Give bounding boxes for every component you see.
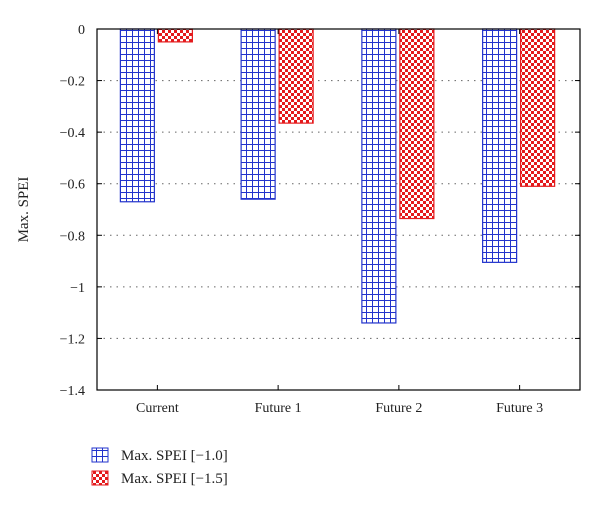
bar-spei-1-0-current [119, 28, 155, 203]
legend-label: Max. SPEI [−1.5] [121, 471, 228, 487]
y-axis: 0 −0.2 −0.4 −0.6 −0.8 −1 −1.2 −1.4 [60, 23, 580, 399]
y-tick-label: −0.4 [60, 126, 85, 141]
x-tick-label: Future 2 [375, 401, 422, 416]
y-tick-label: −1.2 [60, 332, 85, 347]
bar-spei-1-5-future-1 [278, 28, 314, 124]
bar-spei-1-0-future-3 [482, 28, 518, 263]
y-tick-label: −1.4 [60, 384, 85, 399]
y-tick-label: −0.2 [60, 75, 85, 90]
gridlines [97, 80, 580, 339]
y-tick-label: −0.6 [60, 178, 85, 193]
legend-label: Max. SPEI [−1.0] [121, 448, 228, 464]
x-tick-label: Future 3 [496, 401, 543, 416]
plot-frame [96, 28, 581, 391]
y-axis-label: Max. SPEI [16, 177, 32, 243]
bar-spei-1-5-future-2 [399, 28, 435, 220]
bar-spei-1-5-future-3 [520, 28, 556, 187]
bar-spei-1-5-current [157, 28, 193, 43]
x-axis: Current Future 1 Future 2 Future 3 [136, 29, 543, 416]
x-tick-label: Future 1 [255, 401, 302, 416]
legend-swatch [91, 470, 109, 486]
bars [119, 28, 556, 324]
y-tick-label: −1 [70, 281, 85, 296]
bar-spei-1-0-future-2 [361, 28, 397, 324]
y-tick-label: −0.8 [60, 229, 85, 244]
bar-spei-1-0-future-1 [240, 28, 276, 200]
x-tick-label: Current [136, 401, 179, 416]
legend-swatch [91, 447, 109, 463]
legend: Max. SPEI [−1.0] Max. SPEI [−1.5] [91, 447, 228, 487]
y-tick-label: 0 [78, 23, 85, 38]
